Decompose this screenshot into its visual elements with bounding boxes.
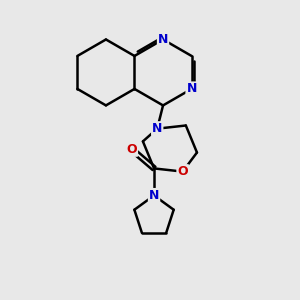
Text: N: N <box>152 122 162 135</box>
Text: N: N <box>158 33 168 46</box>
Text: O: O <box>127 143 137 156</box>
Text: N: N <box>186 82 197 95</box>
Text: N: N <box>149 189 159 202</box>
Text: O: O <box>177 165 188 178</box>
